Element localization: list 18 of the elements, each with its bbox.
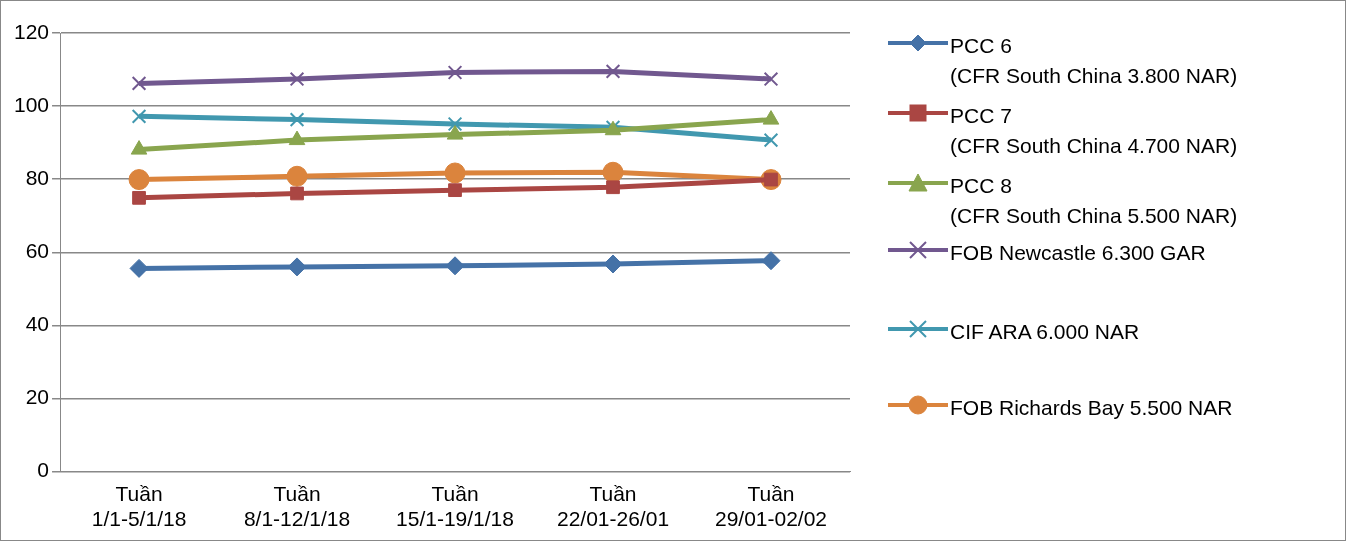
legend-label: FOB Richards Bay 5.500 NAR [950,395,1233,421]
y-tick-label: 120 [13,19,50,43]
x-tick-label: Tuần 15/1-19/1/18 [396,482,514,531]
y-tick-label: 60 [25,239,50,263]
x-tick-label: Tuần 1/1-5/1/18 [91,482,187,531]
legend-label: PCC 7 (CFR South China 4.700 NAR) [950,103,1238,159]
y-tick-label: 40 [25,312,50,336]
y-tick-label: 0 [37,458,50,482]
legend-label: CIF ARA 6.000 NAR [950,319,1140,345]
legend-label: PCC 8 (CFR South China 5.500 NAR) [950,173,1238,229]
legend-label: PCC 6 (CFR South China 3.800 NAR) [950,33,1238,89]
y-tick-label: 100 [13,92,50,116]
legend-label: FOB Newcastle 6.300 GAR [950,240,1206,266]
y-tick-label: 20 [25,385,50,409]
y-tick-label: 80 [25,166,50,189]
x-tick-label: Tuần 22/01-26/01 [556,482,670,531]
x-tick-label: Tuần 29/01-02/02 [714,482,828,531]
x-tick-label: Tuần 8/1-12/1/18 [243,482,351,531]
